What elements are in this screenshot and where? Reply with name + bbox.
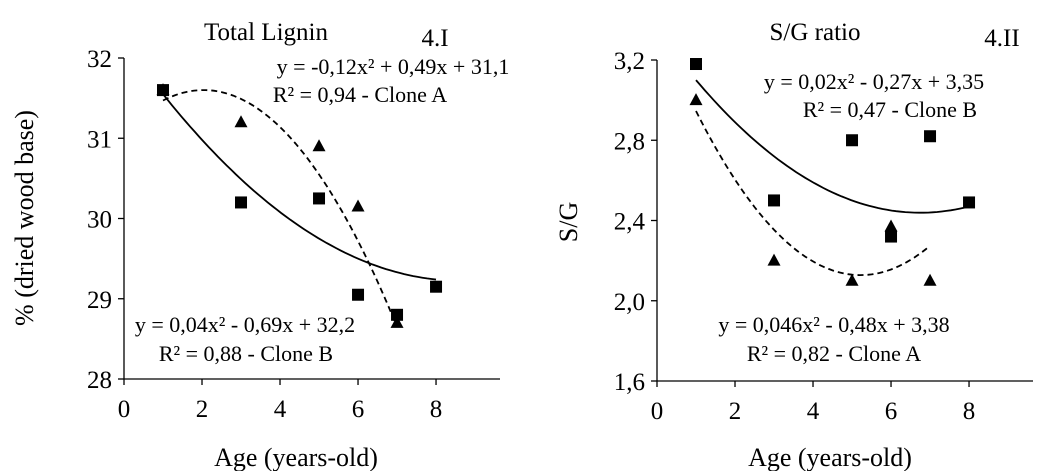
r2-clone-a: R² = 0,82 - Clone A	[747, 341, 921, 366]
y-tick-label: 2,8	[614, 128, 645, 155]
y-tick-label: 1,6	[614, 369, 645, 396]
x-tick-label: 2	[196, 396, 209, 423]
point-clone-a-triangle	[390, 315, 404, 328]
point-clone-a-triangle	[845, 273, 859, 286]
point-clone-b-square	[313, 192, 326, 205]
y-axis-label: S/G	[554, 202, 583, 242]
point-clone-b-square	[391, 308, 404, 321]
point-clone-a-triangle	[156, 83, 170, 96]
y-tick-label: 31	[87, 126, 112, 153]
trendline-clone-a	[695, 110, 931, 277]
equation-clone-a: y = 0,046x² - 0,48x + 3,38	[718, 312, 949, 337]
x-tick-label: 0	[651, 398, 664, 425]
point-clone-b-square	[768, 194, 781, 207]
r2-clone-b: R² = 0,88 - Clone B	[159, 341, 333, 366]
point-clone-b-square	[352, 288, 365, 301]
trendline-clone-a	[162, 89, 398, 328]
trendline-clone-b	[162, 93, 437, 281]
point-clone-a-triangle	[312, 139, 326, 152]
r2-clone-b: R² = 0,47 - Clone B	[803, 97, 977, 122]
x-tick-label: 6	[885, 398, 898, 425]
point-clone-b-square	[846, 134, 859, 147]
panel-label: 4.II	[984, 25, 1019, 52]
point-clone-a-triangle	[923, 273, 937, 286]
point-clone-b-square	[885, 230, 898, 243]
trendlines	[162, 89, 437, 328]
x-tick-label: 4	[274, 396, 287, 423]
point-clone-a-triangle	[767, 253, 781, 266]
y-axis-ticks: 1,6 2,0 2,4 2,8 3,2	[614, 48, 657, 396]
x-tick-label: 6	[352, 396, 365, 423]
x-tick-label: 8	[963, 398, 976, 425]
y-tick-label: 2,4	[614, 209, 646, 236]
y-tick-label: 28	[87, 367, 112, 394]
point-clone-b-square	[963, 196, 976, 209]
point-clone-b-square	[690, 58, 703, 71]
equation-clone-a: y = -0,12x² + 0,49x + 31,1	[277, 54, 510, 79]
y-axis-ticks: 28 29 30 31 32	[87, 46, 124, 394]
trendline-clone-b	[695, 79, 970, 214]
data-points	[156, 83, 443, 328]
point-clone-a-triangle	[351, 199, 365, 212]
x-tick-label: 4	[807, 398, 820, 425]
trendlines	[695, 79, 970, 277]
point-clone-b-square	[430, 280, 443, 293]
x-tick-label: 8	[430, 396, 443, 423]
y-tick-label: 29	[87, 287, 112, 314]
y-tick-label: 32	[87, 46, 112, 73]
point-clone-a-triangle	[689, 93, 703, 106]
x-axis-ticks: 0 2 4 6 8	[651, 381, 976, 425]
x-axis-ticks: 0 2 4 6 8	[118, 379, 443, 423]
x-tick-label: 2	[729, 398, 742, 425]
x-axis-label: Age (years-old)	[214, 443, 378, 471]
y-tick-label: 2,0	[614, 289, 645, 316]
equation-clone-b: y = 0,02x² - 0,27x + 3,35	[764, 69, 984, 94]
point-clone-a-triangle	[884, 219, 898, 232]
panel-label: 4.I	[421, 25, 448, 52]
chart-title: S/G ratio	[770, 19, 861, 46]
data-points	[689, 58, 976, 286]
equation-clone-b: y = 0,04x² - 0,69x + 32,2	[135, 312, 355, 337]
y-tick-label: 30	[87, 207, 112, 234]
chart-sg-ratio: S/G ratio 4.II 1,6 2,0 2,4 2,8 3,2 0 2 4 6 8 S/G…	[554, 19, 1033, 471]
y-axis-label: % (dried wood base)	[10, 110, 39, 326]
r2-clone-a: R² = 0,94 - Clone A	[273, 82, 447, 107]
point-clone-b-square	[924, 130, 937, 143]
chart-title: Total Lignin	[204, 19, 328, 46]
y-tick-label: 3,2	[614, 48, 645, 75]
chart-total-lignin: Total Lignin 4.I 28 29 30 31 32 0 2 4 6 8 % (dri…	[10, 19, 509, 471]
x-axis-label: Age (years-old)	[748, 443, 912, 471]
x-tick-label: 0	[118, 396, 131, 423]
point-clone-a-triangle	[234, 115, 248, 128]
point-clone-b-square	[235, 196, 248, 209]
